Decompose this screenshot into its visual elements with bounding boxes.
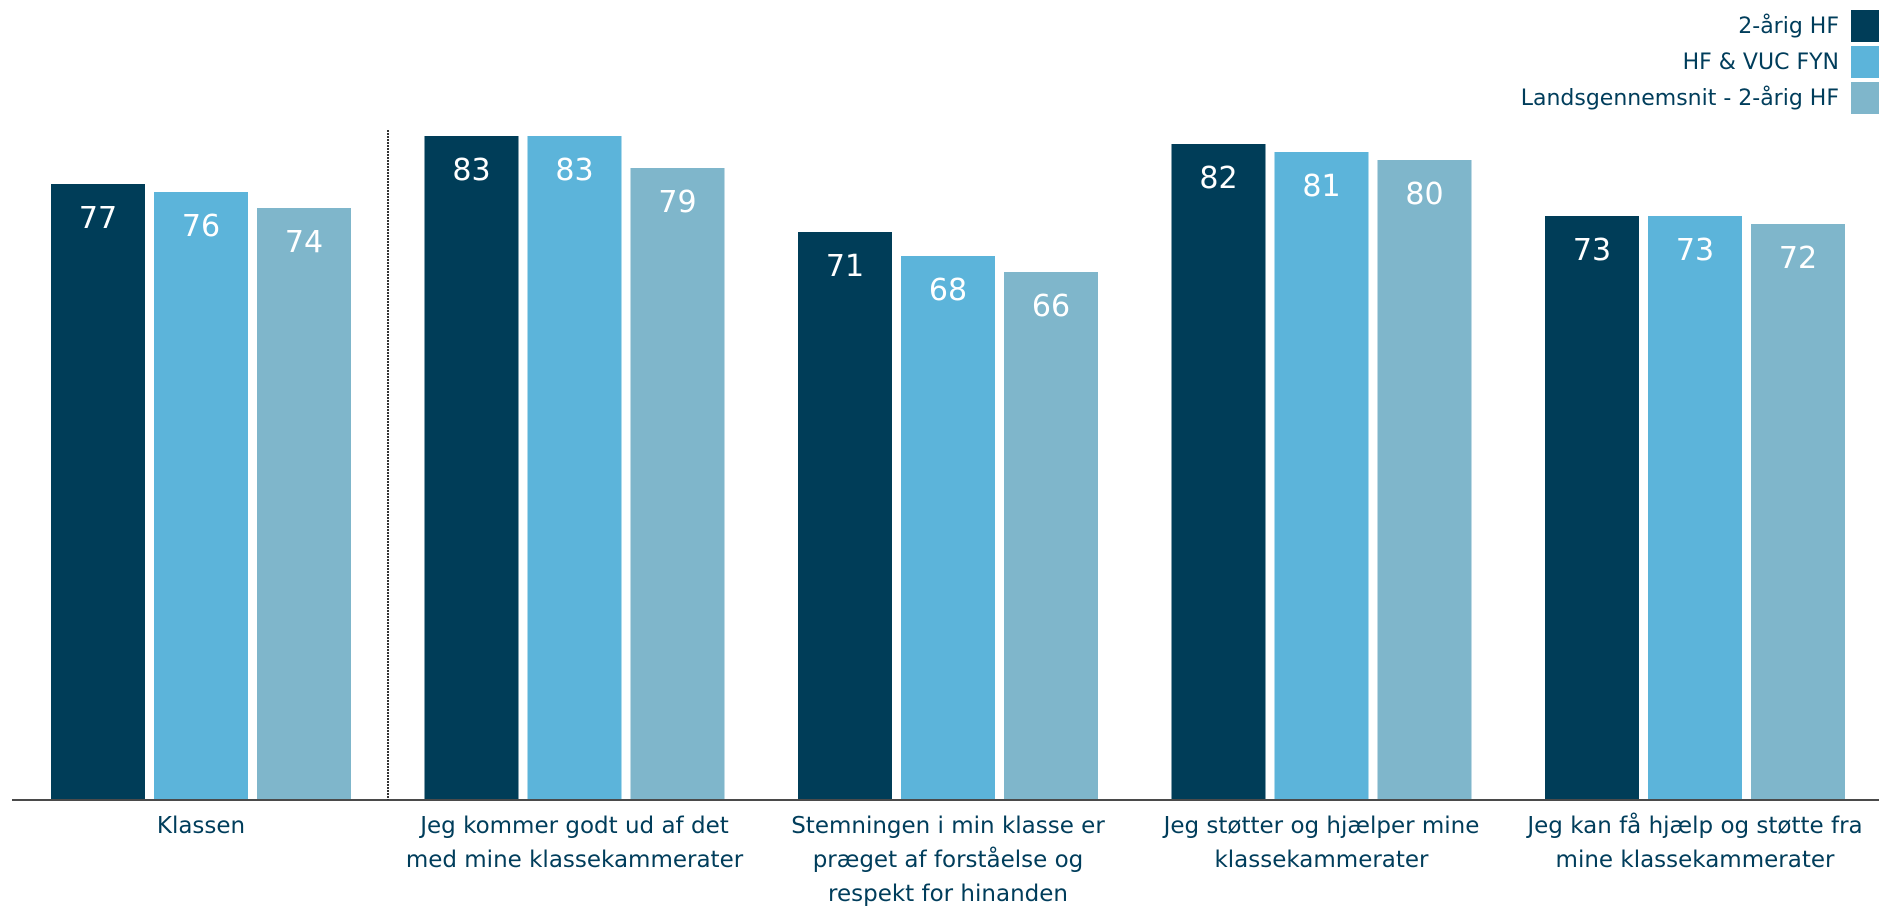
legend-swatch — [1851, 82, 1879, 114]
bar — [424, 136, 519, 800]
bar-value-label: 80 — [1405, 177, 1443, 212]
category-label: Klassen — [157, 813, 245, 839]
category-label-line: præget af forståelse og — [813, 845, 1084, 873]
legend-label: Landsgennemsnit - 2-årig HF — [1520, 85, 1839, 111]
category-label-line: Jeg kan få hjælp og støtte fra — [1525, 811, 1862, 839]
bar — [630, 168, 725, 800]
bar — [1545, 216, 1639, 800]
legend-item-hf-vuc-fyn: HF & VUC FYN — [1521, 44, 1879, 80]
category-label: Jeg kan få hjælp og støtte fra mine klass… — [1525, 811, 1862, 873]
category-label: Stemningen i min klasse er præget af fors… — [791, 813, 1105, 907]
category-label-line: Jeg kommer godt ud af det — [418, 813, 729, 839]
bar — [901, 256, 995, 800]
legend: 2-årig HF HF & VUC FYN Landsgennemsnit -… — [1521, 8, 1879, 116]
legend-swatch — [1851, 46, 1879, 78]
bar-value-label: 83 — [452, 153, 490, 188]
bar-value-label: 71 — [826, 249, 864, 284]
bar — [1377, 160, 1472, 800]
legend-item-2-arig-hf: 2-årig HF — [1521, 8, 1879, 44]
category-label: Jeg støtter og hjælper mine klassekammera… — [1162, 813, 1480, 873]
bar — [1751, 224, 1845, 800]
legend-label: 2-årig HF — [1738, 13, 1839, 39]
bar — [1274, 152, 1369, 800]
category-labels-layer: Klassen Jeg kommer godt ud af det med mine… — [157, 811, 1863, 907]
category-label-line: Jeg støtter og hjælper mine — [1162, 813, 1480, 839]
legend-swatch — [1851, 10, 1879, 42]
bar-value-label: 73 — [1573, 233, 1611, 268]
value-labels-layer: 77 76 74 83 83 79 71 68 66 82 81 80 73 73 72 — [79, 153, 1817, 324]
category-label-line: mine klassekammerater — [1556, 847, 1835, 873]
bar-value-label: 68 — [929, 273, 967, 308]
bar-value-label: 66 — [1032, 289, 1070, 324]
category-label-line: respekt for hinanden — [828, 881, 1068, 907]
bar — [1004, 272, 1098, 800]
legend-label: HF & VUC FYN — [1682, 49, 1839, 75]
category-label-line: Klassen — [157, 813, 245, 839]
category-label-line: med mine klassekammerater — [406, 847, 744, 873]
bar — [1171, 144, 1266, 800]
bar — [798, 232, 892, 800]
legend-item-landsgennemsnit: Landsgennemsnit - 2-årig HF — [1521, 80, 1879, 116]
bar-value-label: 77 — [79, 201, 117, 236]
category-label: Jeg kommer godt ud af det med mine klasse… — [406, 813, 744, 873]
category-label-line: Stemningen i min klasse er — [791, 813, 1105, 839]
bar-value-label: 83 — [555, 153, 593, 188]
bar-value-label: 73 — [1676, 233, 1714, 268]
bar-value-label: 79 — [658, 185, 696, 220]
bar — [527, 136, 622, 800]
bar — [154, 192, 248, 800]
bar — [51, 184, 145, 800]
bars-layer — [51, 136, 1845, 800]
bar-value-label: 74 — [285, 225, 323, 260]
bar — [257, 208, 351, 800]
bar — [1648, 216, 1742, 800]
bar-value-label: 72 — [1779, 241, 1817, 276]
category-label-line: klassekammerater — [1214, 847, 1429, 873]
bar-value-label: 81 — [1302, 169, 1340, 204]
bar-value-label: 76 — [182, 209, 220, 244]
bar-value-label: 82 — [1199, 161, 1237, 196]
